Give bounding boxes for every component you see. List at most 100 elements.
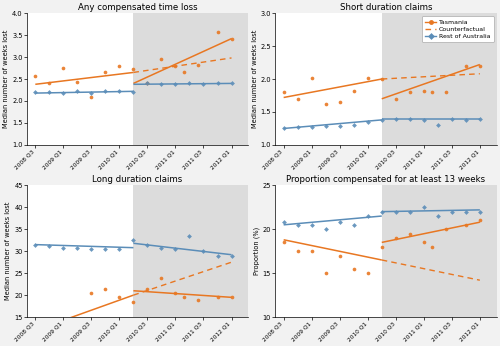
- Point: [378, 76, 386, 82]
- Point: [116, 294, 124, 300]
- Point: [294, 248, 302, 254]
- Point: [462, 222, 470, 228]
- Point: [102, 246, 110, 252]
- Point: [420, 204, 428, 210]
- Point: [294, 124, 302, 130]
- Y-axis label: Median number of weeks lost: Median number of weeks lost: [252, 30, 258, 128]
- Point: [364, 270, 372, 276]
- Point: [420, 117, 428, 123]
- Point: [462, 63, 470, 69]
- Point: [32, 242, 40, 247]
- Point: [74, 89, 82, 94]
- Point: [60, 334, 68, 340]
- Point: [448, 116, 456, 121]
- Point: [228, 253, 235, 258]
- Point: [228, 36, 235, 42]
- Point: [428, 244, 436, 249]
- Point: [46, 328, 54, 334]
- Point: [280, 219, 287, 225]
- Point: [172, 246, 179, 252]
- Point: [442, 90, 450, 95]
- Point: [60, 90, 68, 96]
- Point: [364, 119, 372, 125]
- Point: [428, 90, 436, 95]
- Point: [116, 246, 124, 252]
- Point: [322, 226, 330, 232]
- Point: [442, 226, 450, 232]
- Point: [322, 270, 330, 276]
- Y-axis label: Proportion (%): Proportion (%): [254, 227, 260, 275]
- Point: [280, 240, 287, 245]
- Point: [116, 63, 124, 69]
- Point: [130, 299, 138, 304]
- Point: [130, 66, 138, 72]
- Point: [60, 245, 68, 251]
- Point: [364, 213, 372, 219]
- Point: [294, 96, 302, 102]
- Point: [116, 89, 124, 94]
- Point: [102, 89, 110, 94]
- Point: [322, 124, 330, 129]
- Point: [378, 209, 386, 215]
- Point: [200, 82, 207, 87]
- Point: [32, 73, 40, 78]
- Point: [172, 290, 179, 296]
- Point: [46, 80, 54, 85]
- Point: [336, 99, 344, 105]
- Title: Proportion compensated for at least 13 weeks: Proportion compensated for at least 13 w…: [286, 175, 486, 184]
- Point: [308, 222, 316, 228]
- Point: [88, 246, 96, 252]
- Point: [214, 29, 222, 34]
- Point: [214, 253, 222, 258]
- Y-axis label: Median number of weeks lost: Median number of weeks lost: [6, 202, 12, 300]
- Point: [350, 88, 358, 94]
- Bar: [382, 13, 496, 145]
- Point: [214, 294, 222, 300]
- Point: [434, 213, 442, 219]
- Point: [364, 75, 372, 81]
- Point: [434, 122, 442, 128]
- Point: [46, 243, 54, 249]
- Point: [144, 286, 152, 291]
- Point: [308, 248, 316, 254]
- Point: [194, 62, 202, 68]
- Point: [392, 116, 400, 121]
- Point: [280, 126, 287, 131]
- Point: [158, 56, 166, 62]
- Point: [336, 219, 344, 225]
- Title: Short duration claims: Short duration claims: [340, 3, 432, 12]
- Point: [378, 244, 386, 249]
- Point: [144, 242, 152, 247]
- Title: Long duration claims: Long duration claims: [92, 175, 182, 184]
- Point: [406, 209, 414, 215]
- Bar: [382, 185, 496, 317]
- Point: [60, 65, 68, 71]
- Point: [158, 275, 166, 280]
- Title: Any compensated time loss: Any compensated time loss: [78, 3, 198, 12]
- Point: [32, 90, 40, 95]
- Point: [130, 237, 138, 243]
- Point: [228, 81, 235, 86]
- Point: [406, 231, 414, 236]
- Point: [350, 122, 358, 128]
- Bar: [134, 185, 248, 317]
- Point: [144, 81, 152, 86]
- Point: [476, 209, 484, 215]
- Point: [214, 81, 222, 86]
- Point: [102, 70, 110, 75]
- Point: [392, 209, 400, 215]
- Point: [476, 218, 484, 223]
- Point: [32, 330, 40, 335]
- Bar: [134, 13, 248, 145]
- Point: [420, 88, 428, 94]
- Point: [462, 209, 470, 215]
- Point: [172, 63, 179, 69]
- Point: [88, 90, 96, 96]
- Point: [144, 81, 152, 86]
- Point: [74, 79, 82, 84]
- Point: [406, 90, 414, 95]
- Point: [280, 90, 287, 95]
- Point: [46, 90, 54, 95]
- Point: [186, 233, 194, 239]
- Point: [392, 235, 400, 241]
